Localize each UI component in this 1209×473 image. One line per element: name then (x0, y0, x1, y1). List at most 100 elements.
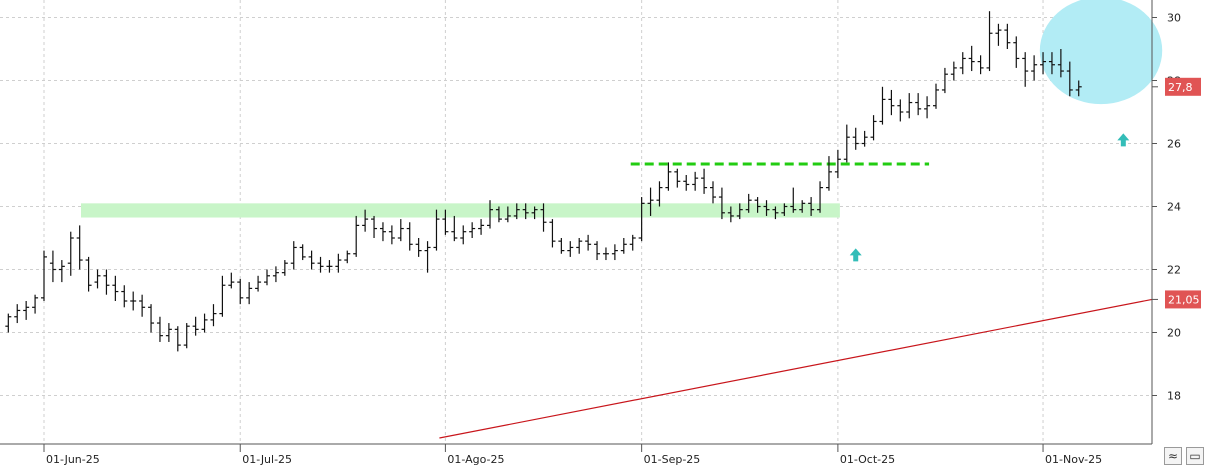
ohlc-bar (23, 301, 30, 320)
ohlc-bar (1031, 55, 1038, 81)
ohlc-bar (1075, 80, 1082, 97)
ohlc-bar (540, 203, 547, 232)
ohlc-bar (718, 187, 725, 220)
ohlc-bar (103, 269, 110, 295)
ohlc-bar (629, 234, 636, 251)
y-tick-label: 18 (1167, 390, 1181, 403)
support-zone (81, 203, 840, 218)
ohlc-bar (148, 304, 155, 333)
ohlc-bar (317, 256, 324, 273)
ohlc-bar (906, 93, 913, 119)
ohlc-bar (852, 127, 859, 150)
ohlc-bar (941, 67, 948, 94)
ohlc-bar (602, 247, 609, 261)
ohlc-bar (594, 241, 601, 261)
ohlc-bar (959, 52, 966, 75)
price-labels: 27,8 21,05 (1152, 77, 1201, 309)
ohlc-bar (139, 294, 146, 317)
ohlc-bar (817, 181, 824, 213)
ohlc-bar (121, 285, 128, 308)
y-tick-label: 26 (1167, 138, 1181, 151)
x-tick-label: 01-Ago-25 (447, 453, 504, 466)
up-arrow-shape (849, 248, 862, 262)
price-label: 27,8 (1152, 77, 1201, 96)
highlight-ellipse-shape (1039, 0, 1163, 105)
ohlc-bar (834, 149, 841, 179)
ohlc-bar (32, 294, 39, 314)
chart-window-button[interactable]: ▭ (1186, 447, 1204, 465)
ohlc-bar (308, 250, 315, 270)
ohlc-bar (406, 222, 413, 251)
arrow-markers (849, 133, 1130, 262)
ohlc-bar (870, 115, 877, 141)
x-tick-label: 01-Jun-25 (46, 453, 100, 466)
ohlc-bar (576, 238, 583, 254)
ohlc-bar (41, 250, 47, 301)
ohlc-bar (353, 215, 360, 257)
ohlc-bar (1048, 52, 1055, 75)
ohlc-bar (995, 23, 1002, 46)
ohlc-bar (674, 168, 681, 188)
ohlc-bar (264, 269, 270, 286)
ohlc-bar (727, 206, 734, 223)
ohlc-bar (362, 209, 369, 232)
ohlc-bar (14, 304, 21, 324)
ohlc-bar (255, 275, 262, 292)
ohlc-bar (585, 234, 592, 251)
ohlc-bar (451, 215, 458, 242)
ohlc-bar (656, 181, 663, 207)
ohlc-bar (861, 130, 868, 147)
ohlc-bar (344, 250, 351, 264)
x-tick-label: 01-Sep-25 (644, 453, 701, 466)
ohlc-bar (433, 209, 440, 251)
ohlc-bar (85, 256, 92, 292)
ohlc-bar (397, 219, 404, 242)
ohlc-bar (290, 241, 297, 270)
ohlc-bar (219, 275, 226, 317)
ohlc-bar (772, 206, 779, 220)
ohlc-bar (272, 266, 279, 283)
ohlc-bar (469, 222, 476, 238)
ohlc-bar (49, 250, 56, 283)
chart-mode-button[interactable]: ≈ (1164, 447, 1182, 465)
ohlc-bar (790, 187, 797, 213)
ohlc-bar (879, 86, 886, 125)
ohlc-bar (495, 206, 502, 223)
ohlc-bar (647, 187, 654, 216)
ohlc-bar (736, 203, 743, 220)
price-label-box (1165, 290, 1201, 309)
y-tick-label: 24 (1167, 201, 1181, 214)
ohlc-bar (1013, 36, 1020, 68)
ohlc-bar (487, 200, 493, 229)
ohlc-bar (388, 225, 395, 245)
ohlc-bar (201, 313, 208, 333)
ohlc-bar (165, 323, 172, 342)
ohlc-bar (94, 269, 101, 289)
up-arrow-icon (1117, 133, 1130, 147)
ohlc-bar (531, 206, 538, 220)
x-tick-label: 01-Jul-25 (242, 453, 292, 466)
ohlc-bar (76, 225, 83, 270)
ohlc-bar (522, 203, 529, 220)
ohlc-bar (558, 238, 565, 254)
x-tick-label: 01-Oct-25 (840, 453, 895, 466)
ohlc-bar (611, 244, 618, 261)
ohlc-bar (112, 275, 119, 301)
price-label-text: 21,05 (1168, 293, 1200, 306)
ohlc-bar (504, 206, 511, 223)
ohlc-bar (246, 282, 253, 305)
ohlc-bar (763, 200, 770, 216)
y-axis-ticks: 18202224262830 (1152, 12, 1181, 403)
ohlc-bar (968, 45, 975, 72)
price-label-text: 27,8 (1168, 81, 1193, 94)
y-tick-label: 22 (1167, 264, 1181, 277)
ohlc-bar (192, 316, 199, 336)
ohlc-bar (924, 96, 931, 119)
ohlc-bar (371, 215, 378, 238)
ohlc-bar (415, 238, 422, 257)
ohlc-bar (933, 83, 939, 109)
price-label-box (1165, 77, 1201, 96)
ohlc-bar (620, 238, 627, 254)
